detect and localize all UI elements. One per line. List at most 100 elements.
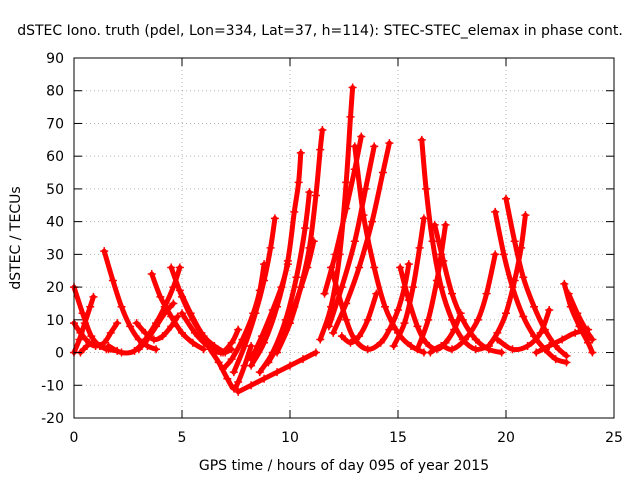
data-point (216, 348, 225, 357)
data-point (337, 332, 346, 341)
data-point (530, 302, 539, 311)
data-point (368, 217, 377, 226)
data-point (409, 283, 418, 292)
data-point (502, 194, 510, 203)
data-point (584, 325, 593, 334)
chart-title: dSTEC Iono. truth (pdel, Lon=334, Lat=37… (17, 23, 623, 39)
data-point (229, 368, 238, 377)
data-point (126, 322, 135, 331)
data-point (406, 342, 415, 350)
data-point (419, 214, 428, 223)
data-point (266, 243, 275, 252)
data-point (273, 368, 282, 377)
data-point (214, 358, 223, 367)
grid (74, 58, 614, 418)
data-point (152, 345, 161, 354)
data-point (385, 139, 394, 148)
data-point (437, 342, 446, 350)
y-axis-label: dSTEC / TECUs (8, 186, 24, 289)
x-tick-label: 15 (389, 430, 407, 446)
data-point (147, 270, 156, 278)
data-point (294, 178, 303, 187)
data-point (558, 335, 567, 344)
data-point (448, 345, 456, 354)
data-point (448, 289, 456, 298)
data-point (234, 325, 243, 334)
series-line (248, 150, 304, 369)
data-point (471, 335, 480, 344)
data-point (251, 309, 260, 318)
data-point (491, 250, 500, 259)
data-point (385, 325, 394, 334)
data-point (424, 315, 433, 324)
data-point (484, 342, 493, 350)
data-point (108, 276, 117, 285)
data-point (497, 348, 506, 357)
data-point (363, 315, 372, 324)
x-tick-label: 0 (70, 430, 79, 446)
data-point (255, 368, 264, 377)
data-point (428, 237, 437, 246)
data-point (359, 211, 368, 220)
data-point (301, 224, 310, 233)
data-point (78, 309, 87, 318)
data-point (417, 135, 426, 144)
data-point (491, 207, 500, 216)
data-point (234, 378, 243, 386)
y-tick-label: 40 (46, 215, 64, 231)
data-point (273, 302, 282, 311)
data-point (437, 250, 446, 259)
data-point (190, 328, 199, 337)
data-point (227, 338, 236, 347)
data-point (571, 328, 580, 337)
x-tick-label: 5 (178, 430, 187, 446)
data-point (432, 276, 441, 285)
data-point (545, 306, 554, 314)
data-point (342, 315, 351, 324)
data-point (562, 351, 571, 360)
data-point (296, 283, 305, 292)
data-point (430, 220, 439, 229)
x-tick-label: 25 (605, 430, 623, 446)
data-point (342, 299, 351, 308)
data-point (104, 342, 113, 350)
data-point (134, 345, 143, 354)
data-point (396, 263, 405, 272)
data-point (305, 243, 314, 252)
data-point (290, 207, 299, 216)
data-point (441, 220, 450, 229)
y-tick-label: 20 (46, 280, 64, 296)
data-point (156, 292, 165, 301)
data-point (413, 345, 422, 354)
data-point (175, 263, 184, 272)
data-point (573, 309, 582, 318)
data-point (169, 299, 178, 308)
data-point (260, 374, 269, 383)
data-point (106, 328, 115, 337)
data-point (521, 211, 530, 220)
data-point (324, 322, 333, 331)
data-point (311, 191, 320, 200)
data-point (149, 335, 158, 344)
data-point (186, 309, 195, 318)
data-point (510, 237, 519, 246)
data-point (342, 204, 351, 213)
data-point (460, 335, 469, 344)
y-tick-label: -20 (41, 411, 64, 427)
data-point (404, 260, 413, 269)
data-point (89, 338, 98, 347)
data-point (219, 364, 228, 373)
data-point (227, 355, 236, 364)
data-point (523, 342, 532, 350)
data-point (370, 142, 379, 151)
data-point (229, 384, 238, 393)
data-point (286, 319, 294, 328)
y-tick-label: 80 (46, 84, 64, 100)
data-point (350, 237, 359, 246)
data-point (560, 279, 569, 288)
data-point (178, 309, 186, 318)
data-point (363, 345, 372, 354)
x-tick-label: 10 (281, 430, 299, 446)
data-point (175, 286, 184, 295)
